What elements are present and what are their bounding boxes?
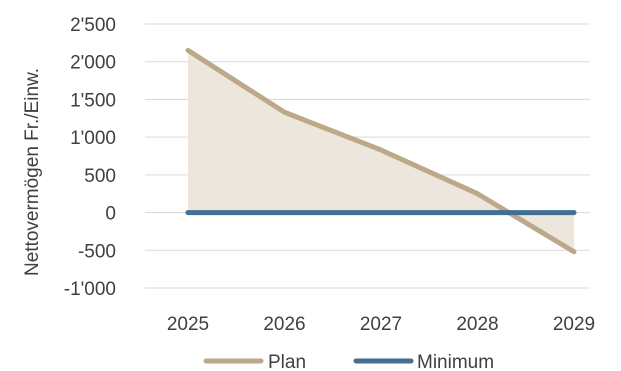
- legend: Plan Minimum: [203, 352, 494, 371]
- x-tick-label: 2027: [360, 314, 402, 335]
- y-tick-label: 2'500: [70, 15, 116, 36]
- y-tick-label: 500: [84, 166, 116, 187]
- y-tick-label: 1'000: [70, 128, 116, 149]
- y-axis-label: Nettovermögen Fr./Einw.: [22, 68, 43, 276]
- x-tick-label: 2028: [456, 314, 498, 335]
- y-tick-label: 0: [105, 204, 116, 225]
- legend-label-plan: Plan: [268, 352, 306, 371]
- y-tick-label: -1'000: [64, 279, 116, 300]
- y-tick-label: 1'500: [70, 90, 116, 111]
- series-lines: [185, 47, 577, 255]
- y-tick-labels: -1'000 -500 0 500 1'000 1'500 2'000 2'500: [64, 15, 116, 300]
- x-tick-labels: 2025 2026 2027 2028 2029: [167, 314, 595, 335]
- x-tick-label: 2026: [263, 314, 305, 335]
- y-tick-label: -500: [78, 241, 116, 262]
- x-tick-label: 2029: [553, 314, 595, 335]
- legend-label-minimum: Minimum: [417, 352, 494, 371]
- x-tick-label: 2025: [167, 314, 209, 335]
- y-tick-label: 2'000: [70, 53, 116, 74]
